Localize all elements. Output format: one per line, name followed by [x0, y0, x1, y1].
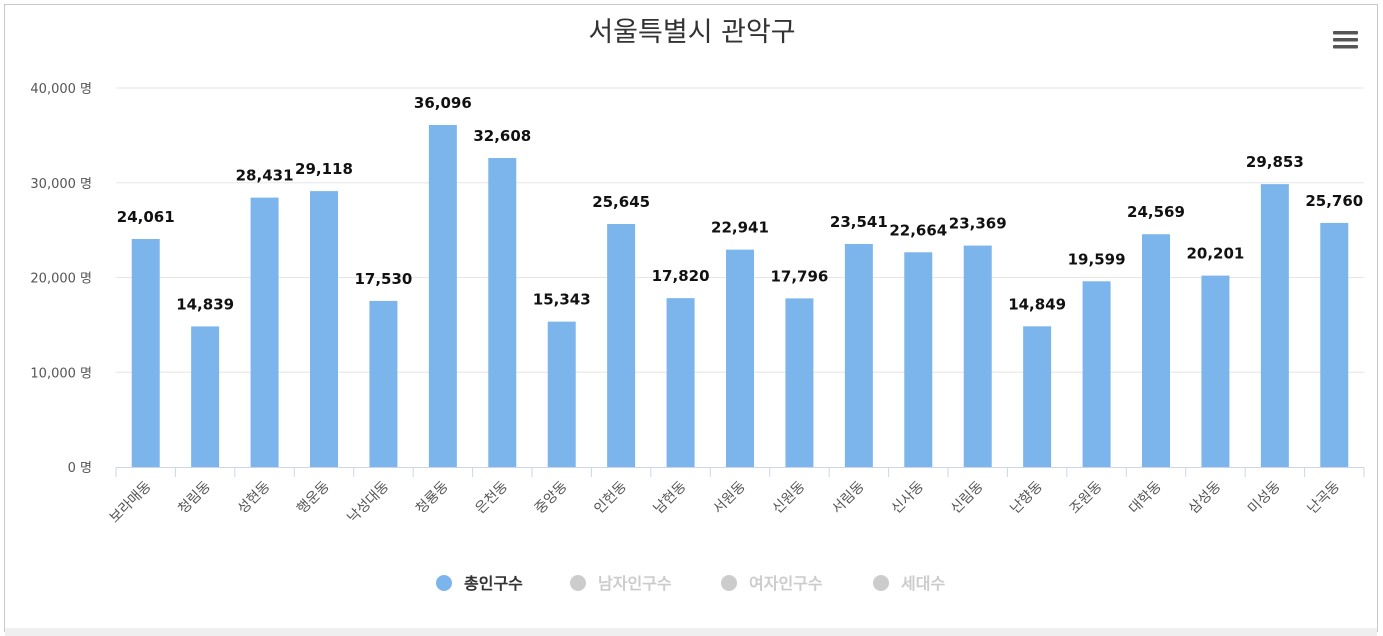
data-label: 25,760 [1305, 192, 1363, 210]
x-tick-label: 행운동 [294, 478, 333, 517]
data-label: 36,096 [414, 94, 472, 112]
data-label: 23,369 [949, 215, 1007, 233]
x-tick-label: 은천동 [472, 478, 511, 517]
bar[interactable] [963, 245, 992, 467]
x-tick-label: 미성동 [1245, 478, 1284, 517]
x-tick-label: 신림동 [948, 478, 987, 517]
bar[interactable] [1142, 234, 1170, 467]
bar[interactable] [1260, 184, 1289, 467]
bar[interactable] [191, 326, 220, 467]
bar[interactable] [1320, 222, 1349, 467]
x-tick-label: 청룡동 [413, 478, 452, 517]
x-tick-label: 난곡동 [1304, 478, 1343, 517]
legend-marker [436, 575, 452, 591]
data-label: 24,569 [1127, 203, 1185, 221]
data-label: 25,645 [592, 193, 650, 211]
data-label: 22,664 [889, 221, 947, 239]
data-label: 15,343 [533, 291, 591, 309]
data-label: 23,541 [830, 213, 888, 231]
legend-label: 남자인구수 [598, 574, 672, 593]
bar[interactable] [250, 197, 279, 467]
y-tick-label: 10,000 명 [30, 366, 92, 381]
data-label: 22,941 [711, 219, 769, 237]
bar[interactable] [131, 239, 160, 467]
x-tick-label: 서원동 [710, 478, 749, 517]
x-tick-label: 조원동 [1067, 478, 1106, 517]
legend-label: 총인구수 [464, 574, 523, 593]
x-tick-label: 인헌동 [591, 478, 630, 517]
x-tick-label: 청림동 [175, 478, 214, 517]
bar[interactable] [428, 124, 457, 467]
y-tick-label: 30,000 명 [30, 177, 92, 192]
y-axis-labels: 0 명 10,000 명 20,000 명 30,000 명 40,000 명 [30, 82, 92, 476]
legend-item[interactable]: 세대수 [873, 574, 945, 593]
x-tick-label: 신사동 [888, 478, 927, 517]
data-label: 17,530 [354, 270, 412, 288]
x-tick-label: 대학동 [1126, 478, 1165, 517]
data-labels: 24,061 14,839 28,431 29,118 17,530 36,09632,6… [117, 94, 1363, 313]
bar[interactable] [844, 243, 873, 467]
bar[interactable] [607, 224, 636, 467]
legend-marker [721, 575, 737, 591]
data-label: 24,061 [117, 208, 175, 226]
bar[interactable] [488, 158, 517, 468]
bar-series [131, 124, 1349, 468]
data-label: 14,839 [176, 295, 234, 313]
data-label: 17,820 [652, 267, 710, 285]
bar[interactable] [310, 191, 338, 468]
bar[interactable] [1082, 281, 1111, 467]
data-label: 29,853 [1246, 153, 1304, 171]
x-axis: 보라매동 청림동 성현동 행운동 낙성대동 청룡동 은천동 중앙동 인헌동 남현동 서원동 신원동 서림… [107, 467, 1365, 526]
data-label: 29,118 [295, 160, 353, 178]
legend-item[interactable]: 총인구수 [436, 574, 523, 593]
y-tick-label: 20,000 명 [30, 272, 92, 287]
bar[interactable] [547, 321, 576, 467]
bar[interactable] [726, 249, 754, 467]
bottom-strip [5, 628, 1377, 636]
x-tick-label: 난향동 [1007, 478, 1046, 517]
data-label: 28,431 [236, 167, 294, 185]
x-tick-label: 남현동 [651, 478, 690, 517]
bar[interactable] [785, 298, 814, 467]
x-tick-label: 신원동 [770, 478, 809, 517]
chart-legend: 총인구수 남자인구수 여자인구수 세대수 [436, 574, 945, 593]
bar[interactable] [1201, 275, 1230, 467]
bar[interactable] [904, 252, 933, 467]
x-tick-label: 성현동 [235, 478, 274, 517]
data-label: 20,201 [1186, 245, 1244, 263]
bar[interactable] [1023, 326, 1052, 467]
data-label: 32,608 [473, 127, 531, 145]
x-tick-label: 삼성동 [1186, 478, 1225, 517]
data-label: 14,849 [1008, 295, 1066, 313]
data-label: 17,796 [770, 267, 828, 285]
legend-marker [570, 575, 586, 591]
data-label: 19,599 [1068, 250, 1126, 268]
hamburger-menu-icon [1333, 31, 1358, 49]
legend-item[interactable]: 여자인구수 [721, 574, 823, 593]
chart-menu-button[interactable] [1330, 27, 1360, 53]
bar[interactable] [666, 298, 695, 467]
x-tick-label: 낙성대동 [345, 478, 393, 526]
x-tick-label: 서림동 [829, 478, 868, 517]
chart-title: 서울특별시 관악구 [588, 17, 795, 48]
legend-marker [873, 575, 889, 591]
x-tick-label: 중앙동 [532, 478, 571, 517]
bar[interactable] [369, 300, 398, 467]
legend-label: 여자인구수 [749, 574, 823, 593]
x-tick-label: 보라매동 [107, 478, 155, 526]
y-tick-label: 0 명 [68, 461, 92, 476]
legend-item[interactable]: 남자인구수 [570, 574, 672, 593]
legend-label: 세대수 [901, 574, 945, 593]
y-tick-label: 40,000 명 [30, 82, 92, 97]
